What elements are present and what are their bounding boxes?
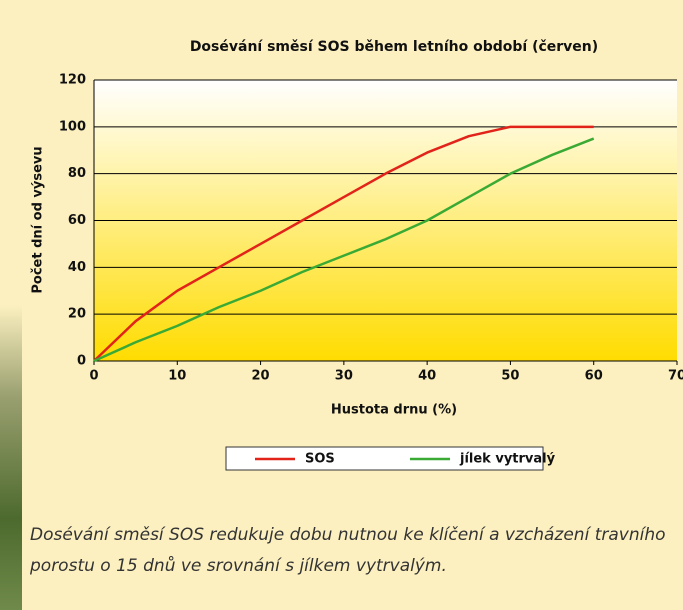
page: Dosévání směsí SOS během letního období …: [0, 0, 683, 610]
x-tick-label: 60: [585, 369, 603, 384]
legend-label: SOS: [305, 452, 335, 467]
y-tick-label: 80: [68, 166, 86, 181]
x-axis-label: Hustota drnu (%): [331, 403, 457, 418]
y-axis-label: Počet dní od výsevu: [31, 146, 46, 293]
x-tick-label: 70: [668, 369, 683, 384]
x-tick-label: 50: [501, 369, 519, 384]
y-tick-label: 100: [59, 119, 86, 134]
y-tick-label: 60: [68, 213, 86, 228]
x-tick-label: 20: [252, 369, 270, 384]
x-tick-label: 40: [418, 369, 436, 384]
caption: Dosévání směsí SOS redukuje dobu nutnou …: [30, 520, 670, 582]
x-tick-label: 10: [168, 369, 186, 384]
y-tick-label: 40: [68, 260, 86, 275]
y-tick-label: 0: [77, 354, 86, 369]
y-tick-label: 120: [59, 73, 86, 88]
chart: Dosévání směsí SOS během letního období …: [0, 0, 683, 500]
y-tick-label: 20: [68, 307, 86, 322]
x-tick-label: 0: [89, 369, 98, 384]
x-tick-label: 30: [335, 369, 353, 384]
chart-title: Dosévání směsí SOS během letního období …: [190, 39, 598, 55]
legend-label: jílek vytrvalý: [459, 452, 556, 467]
